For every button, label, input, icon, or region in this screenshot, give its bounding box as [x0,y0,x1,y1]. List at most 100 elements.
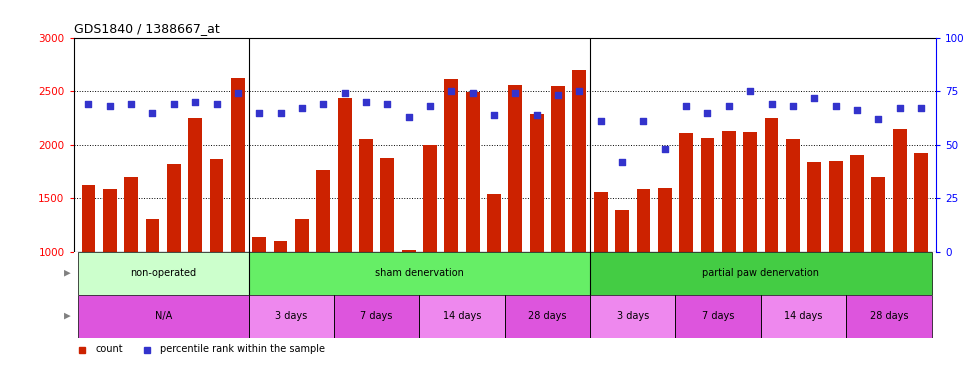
Text: 14 days: 14 days [443,311,481,321]
Bar [551,86,565,252]
Point [742,88,758,94]
Point [102,103,118,109]
Bar [206,252,227,348]
Bar [188,118,202,252]
Bar [81,185,95,252]
Bar [402,250,416,252]
Bar [121,252,142,348]
Text: 7 days: 7 days [361,311,393,321]
Text: partial paw denervation: partial paw denervation [703,268,819,278]
Text: GDS1840 / 1388667_at: GDS1840 / 1388667_at [74,22,220,35]
Point [892,105,907,111]
Bar [637,189,651,252]
Bar [317,170,330,252]
Point [444,88,460,94]
Bar [675,252,697,348]
Bar [77,252,249,295]
Bar [291,252,313,348]
Bar [743,132,758,252]
Bar [77,295,249,338]
Bar [808,162,821,252]
Text: 3 days: 3 days [275,311,308,321]
Bar [786,139,800,252]
Point [252,110,268,116]
Bar [505,295,590,338]
Bar [231,78,245,252]
Bar [526,252,548,348]
Point [828,103,844,109]
Text: non-operated: non-operated [130,268,196,278]
Bar [675,295,760,338]
Bar [334,252,356,348]
Bar [419,295,505,338]
Bar [760,252,782,348]
Text: N/A: N/A [155,311,172,321]
Point [678,103,694,109]
Bar [419,252,441,348]
Bar [530,114,544,252]
Point [465,90,480,96]
Bar [722,131,736,252]
Bar [829,161,843,252]
Bar [99,252,121,348]
Bar [273,241,287,252]
Point [123,101,139,107]
Bar [184,252,206,348]
Bar [654,252,675,348]
Point [187,99,203,105]
Bar [483,252,505,348]
Bar [334,295,419,338]
Bar [867,252,889,348]
Bar [124,177,138,252]
Bar [313,252,334,348]
Text: 3 days: 3 days [616,311,649,321]
Bar [760,295,847,338]
Text: 28 days: 28 days [869,311,908,321]
Text: sham denervation: sham denervation [375,268,464,278]
Bar [590,252,612,348]
Point [166,101,181,107]
Bar [615,210,629,252]
Point [913,105,929,111]
Bar [249,252,590,295]
Bar [227,252,249,348]
Bar [847,252,867,348]
Bar [210,159,223,252]
Bar [914,153,928,252]
Bar [103,189,117,252]
Text: 14 days: 14 days [784,311,823,321]
Bar [740,252,760,348]
Point [870,116,886,122]
Bar [398,252,419,348]
Bar [249,295,334,338]
Bar [380,158,394,252]
Bar [850,155,863,252]
Point [422,103,438,109]
Bar [270,252,291,348]
Point [401,114,416,120]
Bar [444,79,459,252]
Point [80,101,96,107]
Bar [804,252,825,348]
Bar [338,98,352,252]
Point [508,90,523,96]
Bar [590,295,675,338]
Bar [572,70,586,252]
Point [316,101,331,107]
Bar [871,177,885,252]
Bar [356,252,376,348]
Text: 7 days: 7 days [702,311,734,321]
Point [614,159,630,165]
Bar [701,138,714,252]
Bar [423,145,437,252]
Bar [167,164,180,252]
Point [379,101,395,107]
Bar [658,188,671,252]
Bar [487,194,501,252]
Text: count: count [95,345,122,354]
Point [358,99,373,105]
Bar [910,252,932,348]
Point [337,90,353,96]
Bar [509,85,522,252]
Point [486,112,502,118]
